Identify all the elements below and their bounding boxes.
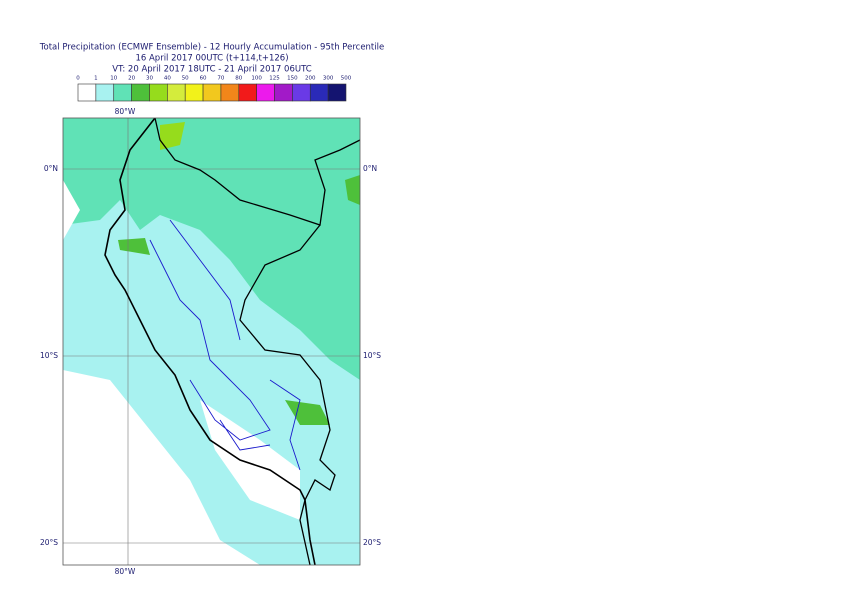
legend-box	[220, 83, 240, 102]
lon-label: 80°W	[115, 567, 136, 576]
legend-box	[113, 83, 132, 102]
legend-box	[292, 83, 311, 102]
legend: 0 1 10 20 30 40 50 60 70 80 100 125 150 200 300 500	[76, 76, 352, 102]
frame	[62, 117, 361, 566]
legend-label: 500	[341, 76, 352, 82]
lon-label: 80°W	[115, 107, 136, 116]
legend-label: 30	[146, 76, 153, 82]
field-20	[160, 122, 185, 150]
lat-label: 20°S	[363, 538, 381, 547]
legend-label: 150	[287, 76, 298, 82]
legend-label: 40	[164, 76, 171, 82]
legend-label: 60	[200, 76, 207, 82]
dry-sea	[63, 180, 80, 240]
admin-border	[149, 219, 301, 471]
legend-box	[202, 83, 222, 102]
legend-label: 20	[128, 76, 135, 82]
legend-box	[309, 83, 329, 102]
legend-label: 0	[76, 76, 80, 82]
subtitle: 16 April 2017 00UTC (t+114,t+126)	[135, 54, 288, 64]
border	[154, 118, 360, 226]
field-20	[345, 175, 360, 205]
lat-label: 10°S	[363, 351, 381, 360]
coastline	[104, 118, 316, 565]
legend-label: 300	[323, 76, 334, 82]
title: Total Precipitation (ECMWF Ensemble) - 1…	[39, 43, 384, 53]
legend-label: 10	[110, 76, 117, 82]
dry-land	[200, 400, 300, 520]
legend-label: 100	[251, 76, 262, 82]
map	[63, 118, 360, 565]
lat-label: 0°N	[44, 164, 58, 173]
lat-label: 0°N	[363, 164, 377, 173]
legend-box	[184, 83, 204, 102]
lat-label: 20°S	[40, 538, 58, 547]
legend-box	[149, 83, 168, 102]
dry-sea	[63, 370, 260, 565]
lat-label: 10°S	[40, 351, 58, 360]
legend-label: 200	[305, 76, 316, 82]
legend-label: 70	[217, 76, 224, 82]
legend-label: 50	[182, 76, 189, 82]
legend-label: 125	[269, 76, 280, 82]
legend-box	[274, 83, 293, 102]
legend-label: 80	[235, 76, 242, 82]
legend-box	[77, 83, 97, 102]
legend-box	[256, 83, 275, 102]
legend-box	[327, 83, 347, 102]
legend-box	[95, 83, 115, 102]
field-10	[63, 118, 360, 380]
legend-box	[131, 83, 150, 102]
field-20	[118, 238, 150, 255]
legend-box	[167, 83, 186, 102]
field-20	[285, 400, 330, 425]
legend-label: 1	[94, 76, 98, 82]
valid-time: VT: 20 April 2017 18UTC - 21 April 2017 …	[112, 65, 311, 75]
border	[239, 224, 336, 565]
legend-box	[238, 83, 257, 102]
field-1	[200, 250, 300, 380]
